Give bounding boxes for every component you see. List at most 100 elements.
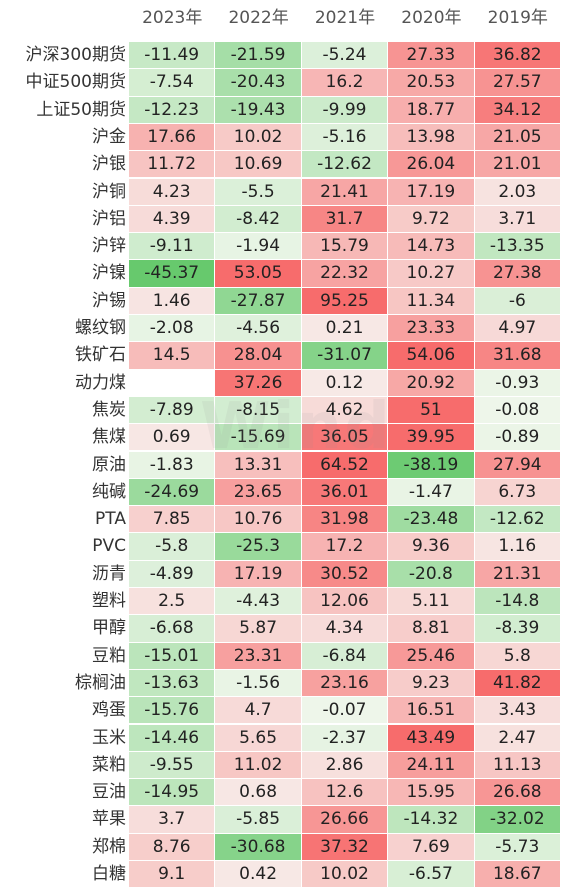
heatmap-cell: 14.5: [129, 342, 215, 369]
heatmap-cell: 10.02: [215, 123, 301, 151]
heatmap-cell: 17.19: [388, 178, 474, 205]
heatmap-cell: [129, 369, 215, 396]
heatmap-cell: 10.02: [301, 861, 388, 888]
row-label: 沪镍: [92, 263, 126, 284]
heatmap-cell: 26.04: [388, 151, 474, 178]
row-label: 焦炭: [92, 399, 126, 420]
heatmap-cell: -20.43: [215, 69, 301, 96]
heatmap-cell: 37.26: [215, 369, 301, 396]
heatmap-cell: 21.05: [474, 123, 560, 151]
heatmap-cell: 11.34: [388, 287, 474, 314]
heatmap-cell: -31.07: [301, 342, 388, 369]
heatmap-cell: -5.16: [301, 123, 388, 151]
heatmap-cell: 22.32: [301, 260, 388, 287]
heatmap-cell: -45.37: [129, 260, 215, 287]
heatmap-cell: -5.24: [301, 42, 388, 69]
heatmap-cell: 31.68: [474, 342, 560, 369]
heatmap-cell: 25.46: [388, 642, 474, 669]
heatmap-cell: 14.73: [388, 233, 474, 260]
row-label: 豆油: [92, 782, 126, 803]
heatmap-cell: -8.15: [215, 396, 301, 424]
row-label: PTA: [95, 509, 126, 530]
heatmap-cell: 10.76: [215, 506, 301, 533]
column-header: 2023年: [142, 8, 203, 28]
row-label: 沪深300期货: [25, 45, 126, 65]
row-label: 沪锡: [92, 290, 126, 311]
heatmap-cell: 17.19: [215, 560, 301, 587]
row-label: 螺纹钢: [75, 318, 126, 338]
heatmap-cell: 95.25: [301, 287, 388, 314]
heatmap-cell: 3.43: [474, 697, 560, 724]
heatmap-cell: -13.35: [474, 233, 560, 260]
row-label: 郑棉: [92, 836, 126, 857]
row-label: 沪锌: [92, 236, 126, 257]
heatmap-cell: 43.49: [388, 724, 474, 751]
row-label: 铁矿石: [75, 345, 126, 366]
heatmap-cell: -14.8: [474, 588, 560, 615]
heatmap-cell: 27.94: [474, 451, 560, 478]
heatmap-cell: 9.23: [388, 669, 474, 697]
heatmap-cell: -0.07: [301, 697, 388, 724]
heatmap-cell: 5.8: [474, 642, 560, 669]
heatmap-cell: 0.68: [215, 779, 301, 806]
heatmap-cell: 1.16: [474, 533, 560, 560]
heatmap-cell: 4.34: [301, 615, 388, 642]
heatmap-cell: 2.03: [474, 178, 560, 205]
heatmap-cell: 26.66: [301, 806, 388, 833]
row-label: 塑料: [92, 591, 126, 611]
heatmap-cell: 12.06: [301, 588, 388, 615]
row-label: 原油: [92, 454, 126, 475]
heatmap-cell: 4.23: [129, 178, 215, 205]
heatmap-cell: 34.12: [474, 96, 560, 123]
heatmap-cell: 11.13: [474, 751, 560, 779]
heatmap-cell: -30.68: [215, 833, 301, 860]
heatmap-cell: -1.83: [129, 451, 215, 478]
heatmap-cell: 5.11: [388, 588, 474, 615]
heatmap-cell: 64.52: [301, 451, 388, 478]
heatmap-cell: -14.95: [129, 779, 215, 806]
heatmap-cell: 27.38: [474, 260, 560, 287]
heatmap-cell: 27.57: [474, 69, 560, 96]
heatmap-cell: 2.86: [301, 751, 388, 779]
heatmap-cell: 0.42: [215, 861, 301, 888]
heatmap-cell: 26.68: [474, 779, 560, 806]
heatmap-cell: -0.93: [474, 369, 560, 396]
heatmap-cell: -27.87: [215, 287, 301, 314]
heatmap-cell: 2.5: [129, 588, 215, 615]
heatmap-cell: -1.56: [215, 669, 301, 697]
row-label: 玉米: [92, 727, 126, 748]
heatmap-cell: -1.47: [388, 478, 474, 506]
row-label: 沥青: [92, 563, 126, 584]
heatmap-cell: -8.39: [474, 615, 560, 642]
heatmap-cell: 31.7: [301, 205, 388, 233]
heatmap-cell: 3.71: [474, 205, 560, 233]
row-label: 豆粕: [92, 645, 126, 666]
heatmap-cell: 5.87: [215, 615, 301, 642]
heatmap-cell: -6.84: [301, 642, 388, 669]
heatmap-cell: 0.69: [129, 424, 215, 451]
heatmap-cell: 31.98: [301, 506, 388, 533]
heatmap-cell: 8.76: [129, 833, 215, 860]
heatmap-cell: -15.76: [129, 697, 215, 724]
row-label: 中证500期货: [25, 72, 126, 93]
heatmap-cell: 0.12: [301, 369, 388, 396]
heatmap-cell: -6.57: [388, 861, 474, 888]
heatmap-cell: 15.79: [301, 233, 388, 260]
heatmap-cell: -0.08: [474, 396, 560, 424]
column-header: 2022年: [228, 8, 289, 28]
heatmap-cell: -12.62: [474, 506, 560, 533]
heatmap-cell: 10.69: [215, 151, 301, 178]
heatmap-cell: 18.77: [388, 96, 474, 123]
heatmap-cell: 15.95: [388, 779, 474, 806]
heatmap-cell: 4.7: [215, 697, 301, 724]
row-label: 动力煤: [75, 372, 126, 393]
heatmap-cell: -4.89: [129, 560, 215, 587]
heatmap-cell: 23.33: [388, 315, 474, 342]
heatmap-cell: 16.51: [388, 697, 474, 724]
heatmap-cell: -4.43: [215, 588, 301, 615]
heatmap-cell: 53.05: [215, 260, 301, 287]
heatmap-cell: 24.11: [388, 751, 474, 779]
heatmap-cell: 17.66: [129, 123, 215, 151]
heatmap-cell: 4.62: [301, 396, 388, 424]
